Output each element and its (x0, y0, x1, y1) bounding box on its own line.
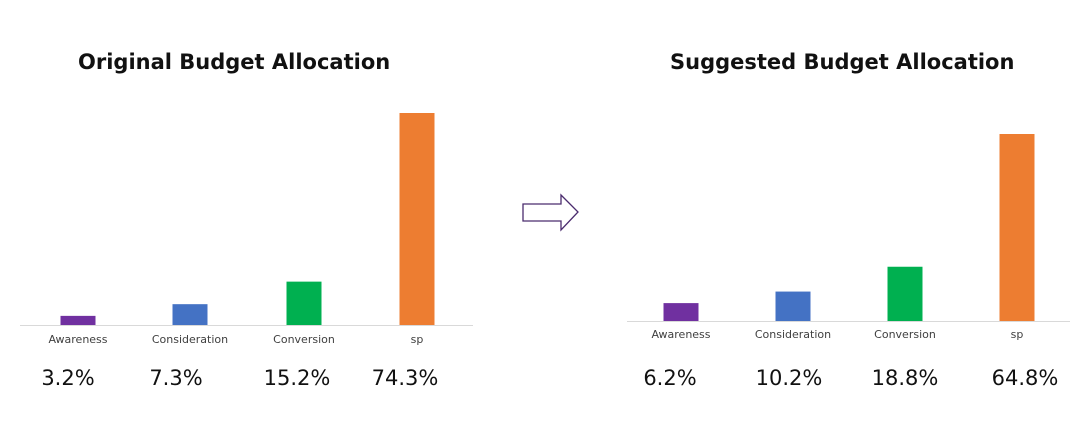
x-tick-label: Conversion (273, 333, 335, 346)
bar-awareness (60, 315, 96, 325)
bar-conversion (286, 281, 322, 325)
suggested-budget-chart: Suggested Budget Allocation Awareness Con… (600, 0, 1090, 425)
x-tick-label: sp (1011, 328, 1024, 341)
value-label-conversion: 18.8% (871, 366, 939, 390)
bar-sp (999, 134, 1035, 321)
bar-conversion (887, 266, 923, 321)
value-label-consideration: 7.3% (149, 366, 203, 390)
bar-consideration (172, 304, 208, 325)
x-tick-label: Consideration (152, 333, 228, 346)
value-label-awareness: 6.2% (643, 366, 697, 390)
value-label-sp: 64.8% (991, 366, 1059, 390)
bar-sp (399, 113, 435, 325)
chart-title: Suggested Budget Allocation (670, 50, 1015, 74)
chart-title: Original Budget Allocation (78, 50, 391, 74)
suggested-chart-plot: Awareness Consideration Conversion sp (627, 134, 1070, 341)
x-tick-label: Awareness (48, 333, 107, 346)
value-label-consideration: 10.2% (755, 366, 823, 390)
value-label-awareness: 3.2% (41, 366, 95, 390)
x-tick-label: sp (411, 333, 424, 346)
original-chart-plot: Awareness Consideration Conversion sp (20, 113, 473, 346)
bar-consideration (775, 291, 811, 321)
original-budget-chart: Original Budget Allocation Awareness Cons… (0, 0, 500, 425)
x-tick-label: Conversion (874, 328, 936, 341)
right-arrow-icon (522, 193, 579, 232)
bar-awareness (663, 303, 699, 321)
x-tick-label: Consideration (755, 328, 831, 341)
value-label-conversion: 15.2% (263, 366, 331, 390)
x-tick-label: Awareness (651, 328, 710, 341)
value-label-sp: 74.3% (371, 366, 439, 390)
